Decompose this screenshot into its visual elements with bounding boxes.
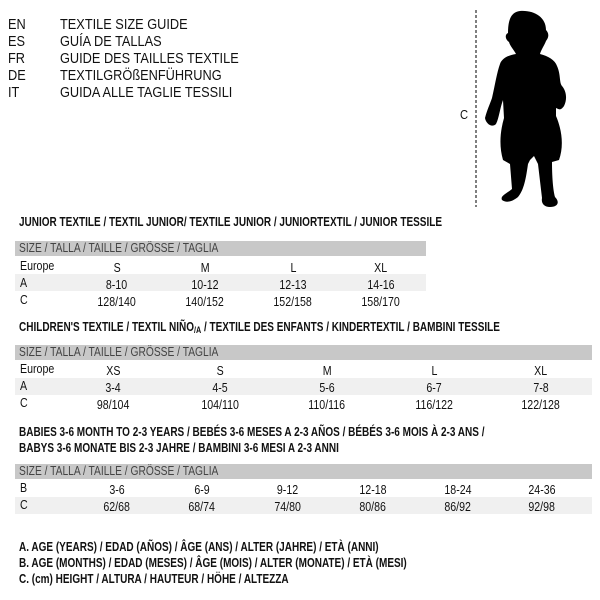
lang-title: GUIDA ALLE TAGLIE TESSILI xyxy=(60,85,233,101)
row-label: C xyxy=(20,293,28,307)
table-cell: 116/122 xyxy=(415,398,453,412)
table-cell: 86/92 xyxy=(444,500,472,514)
table-cell: L xyxy=(290,261,296,275)
table-cell: XS xyxy=(105,364,121,378)
table-cell: 158/170 xyxy=(361,295,401,309)
table-title-line2: BABYS 3-6 MONATE BIS 2-3 JAHRE / BAMBINI… xyxy=(19,441,339,455)
table-cell: M xyxy=(322,364,332,378)
size-header-label: SIZE / TALLA / TAILLE / GRÖSSE / TAGLIA xyxy=(19,241,219,255)
size-header-bar xyxy=(15,241,426,256)
table-cell: 9-12 xyxy=(277,483,299,497)
table-cell: 12-18 xyxy=(359,483,387,497)
table-cell: 92/98 xyxy=(528,500,556,514)
table-cell: XL xyxy=(534,364,548,378)
table-cell: 6-9 xyxy=(194,483,210,497)
lang-title: TEXTILE SIZE GUIDE xyxy=(60,17,188,33)
table-cell: 98/104 xyxy=(96,398,130,412)
size-header-bar xyxy=(15,464,592,479)
lang-code: DE xyxy=(8,68,26,84)
row-label: A xyxy=(20,276,28,290)
row-label: B xyxy=(20,481,28,495)
table-cell: 14-16 xyxy=(367,278,395,292)
alt-row-bg xyxy=(15,378,592,395)
table-cell: L xyxy=(431,364,437,378)
table-cell: 12-13 xyxy=(279,278,307,292)
table-cell: 140/152 xyxy=(185,295,225,309)
table-cell: 5-6 xyxy=(319,381,335,395)
table-cell: M xyxy=(200,261,210,275)
table-cell: 24-36 xyxy=(528,483,556,497)
alt-row-bg xyxy=(15,497,592,514)
legend-item: B. AGE (MONTHS) / EDAD (MESES) / ÂGE (MO… xyxy=(19,556,407,570)
table-cell: 74/80 xyxy=(274,500,302,514)
size-header-label: SIZE / TALLA / TAILLE / GRÖSSE / TAGLIA xyxy=(19,464,219,478)
height-label: C xyxy=(460,107,469,122)
child-silhouette-icon xyxy=(475,10,567,207)
lang-code: IT xyxy=(8,85,20,101)
table-cell: 10-12 xyxy=(191,278,219,292)
table-title-line1: BABIES 3-6 MONTH TO 2-3 YEARS / BEBÉS 3-… xyxy=(19,425,485,439)
table-cell: 4-5 xyxy=(212,381,228,395)
table-cell: 68/74 xyxy=(188,500,216,514)
row-label: Europe xyxy=(20,259,55,273)
table-cell: 122/128 xyxy=(521,398,561,412)
table-cell: 3-4 xyxy=(105,381,121,395)
table-cell: 128/140 xyxy=(97,295,137,309)
lang-code: EN xyxy=(8,17,26,33)
size-header-bar xyxy=(15,345,592,360)
legend-item: C. (cm) HEIGHT / ALTURA / HAUTEUR / HÖHE… xyxy=(19,572,289,586)
row-label: A xyxy=(20,379,28,393)
lang-code: ES xyxy=(8,34,26,50)
table-cell: S xyxy=(216,364,224,378)
row-label: Europe xyxy=(20,362,55,376)
table-cell: 80/86 xyxy=(359,500,387,514)
table-cell: 7-8 xyxy=(533,381,549,395)
legend-item: A. AGE (YEARS) / EDAD (AÑOS) / ÂGE (ANS)… xyxy=(19,540,379,554)
lang-title: GUIDE DES TAILLES TEXTILE xyxy=(60,51,239,67)
lang-title: GUÍA DE TALLAS xyxy=(60,34,162,50)
table-cell: S xyxy=(113,261,121,275)
table-cell: 18-24 xyxy=(444,483,472,497)
table-cell: 110/116 xyxy=(308,398,346,412)
table-cell: 3-6 xyxy=(109,483,125,497)
table-cell: 8-10 xyxy=(106,278,128,292)
table-cell: XL xyxy=(374,261,388,275)
lang-title: TEXTILGRÖßENFÜHRUNG xyxy=(60,68,222,84)
table-cell: 62/68 xyxy=(103,500,131,514)
row-label: C xyxy=(20,396,28,410)
table-title: CHILDREN'S TEXTILE / TEXTIL NIÑO/A / TEX… xyxy=(19,320,500,335)
alt-row-bg xyxy=(15,274,426,291)
table-title: JUNIOR TEXTILE / TEXTIL JUNIOR/ TEXTILE … xyxy=(19,215,443,229)
lang-code: FR xyxy=(8,51,26,67)
size-header-label: SIZE / TALLA / TAILLE / GRÖSSE / TAGLIA xyxy=(19,345,219,359)
table-cell: 104/110 xyxy=(201,398,239,412)
table-cell: 6-7 xyxy=(426,381,442,395)
row-label: C xyxy=(20,498,28,512)
table-cell: 152/158 xyxy=(273,295,313,309)
